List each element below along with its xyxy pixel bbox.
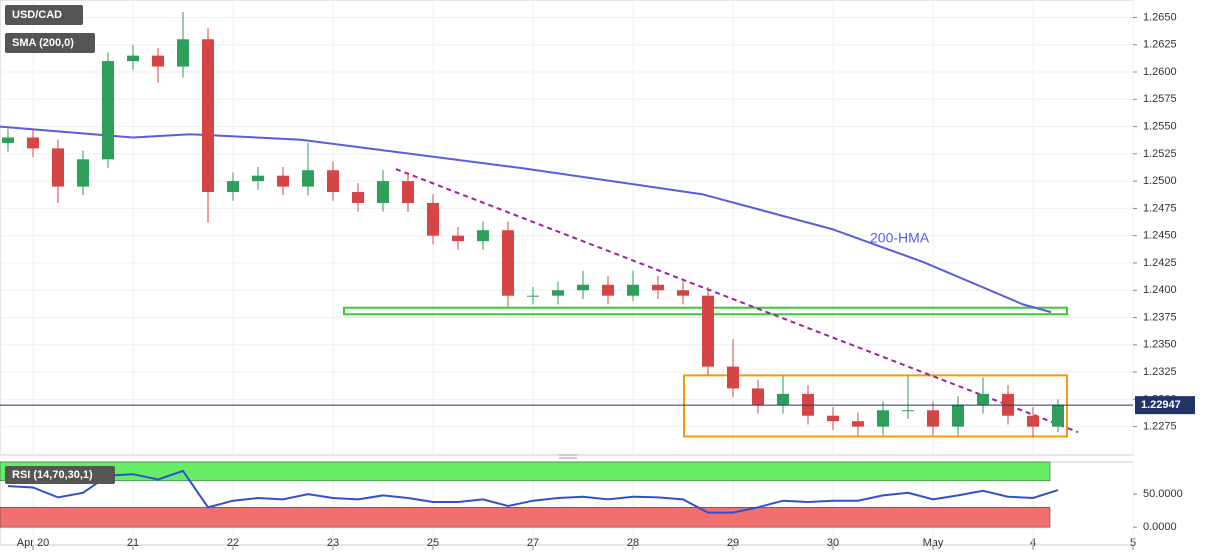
candle-body: [127, 55, 139, 62]
candle-body: [827, 415, 839, 422]
candle-body: [552, 290, 564, 296]
candle-body: [252, 175, 264, 182]
symbol-label: USD/CAD: [12, 9, 62, 21]
y-tick-label: 1.2550: [1143, 120, 1177, 132]
y-tick-label: 1.2350: [1143, 339, 1177, 351]
candle-body: [927, 410, 939, 427]
candle-body: [277, 175, 289, 187]
candle-body: [527, 295, 539, 297]
candle-body: [1052, 404, 1064, 427]
candle-body: [27, 137, 39, 149]
candle-body: [977, 393, 989, 405]
candle-body: [452, 235, 464, 242]
y-tick-label: 1.2525: [1143, 148, 1177, 160]
candle-body: [427, 202, 439, 236]
annotation: 200-HMA: [870, 230, 930, 246]
candle-body: [652, 284, 664, 291]
y-tick-label: 1.2400: [1143, 284, 1177, 296]
symbol-box[interactable]: [5, 5, 83, 25]
candle-body: [752, 388, 764, 405]
indicator-label: SMA (200,0): [12, 37, 74, 49]
zone: [683, 374, 1068, 438]
candle-body: [727, 366, 739, 389]
y-tick-label: 1.2425: [1143, 257, 1177, 269]
candle-body: [952, 404, 964, 427]
y-tick-label: 1.2375: [1143, 311, 1177, 323]
y-tick-label: 1.2475: [1143, 202, 1177, 214]
rsi-label: RSI (14,70,30,1): [12, 469, 93, 481]
candle-body: [577, 284, 589, 291]
y-tick-label: 50.0000: [1143, 488, 1183, 500]
candle-body: [202, 39, 214, 193]
y-tick-label: 1.2325: [1143, 366, 1177, 378]
candle-body: [327, 170, 339, 193]
rsi-line: [7, 469, 1059, 514]
candle-body: [377, 181, 389, 203]
rsi-label-box: [5, 466, 115, 484]
last-price-box: [1135, 396, 1195, 415]
indicator-box[interactable]: [5, 33, 95, 53]
y-tick-label: 1.2625: [1143, 39, 1177, 51]
candle-body: [52, 148, 64, 187]
rsi-band: [0, 461, 1051, 482]
candle-body: [852, 421, 864, 427]
candle-body: [627, 284, 639, 296]
candle-body: [702, 295, 714, 367]
candle-body: [777, 393, 789, 405]
candle-body: [177, 39, 189, 67]
candle-body: [102, 61, 114, 160]
y-tick-label: 1.2650: [1143, 11, 1177, 23]
candle-body: [302, 170, 314, 187]
candle-body: [77, 159, 89, 187]
y-tick-label: 0.0000: [1143, 521, 1177, 533]
y-tick-label: 1.2600: [1143, 66, 1177, 78]
hma-line: [0, 125, 1052, 314]
y-tick-label: 1.2575: [1143, 93, 1177, 105]
candle-body: [402, 181, 414, 203]
y-tick-label: 1.2275: [1143, 421, 1177, 433]
trend-line: [395, 168, 1079, 434]
candle-body: [502, 230, 514, 296]
candle-body: [902, 410, 914, 412]
price-panel: [0, 0, 1134, 456]
candle-body: [227, 181, 239, 193]
candle-body: [2, 137, 14, 143]
candle-body: [877, 410, 889, 427]
candle-body: [477, 230, 489, 242]
rsi-band: [0, 507, 1051, 528]
candle-body: [1027, 415, 1039, 427]
y-tick-label: 1.2500: [1143, 175, 1177, 187]
candle-body: [152, 55, 164, 67]
last-price-label: 1.22947: [1141, 399, 1181, 411]
candle-body: [602, 284, 614, 296]
candle-body: [677, 290, 689, 296]
y-tick-label: 1.2450: [1143, 230, 1177, 242]
candle-body: [352, 192, 364, 203]
